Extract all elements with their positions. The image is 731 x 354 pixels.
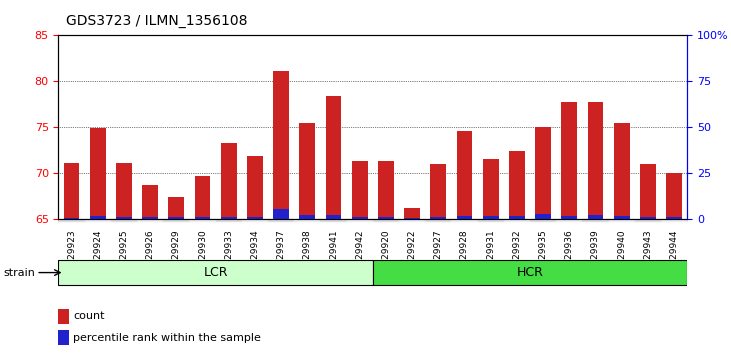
Bar [661, 219, 687, 221]
Bar [477, 219, 504, 221]
Text: count: count [73, 311, 105, 321]
Bar [111, 219, 137, 221]
Bar [168, 217, 184, 219]
Bar [194, 217, 211, 219]
Bar [300, 215, 315, 219]
Bar [85, 219, 111, 221]
FancyBboxPatch shape [373, 260, 687, 285]
Bar [666, 217, 682, 219]
Bar [325, 215, 341, 219]
Bar [378, 161, 394, 219]
Bar [561, 216, 577, 219]
Text: strain: strain [3, 268, 35, 278]
Bar [137, 219, 163, 221]
Bar [90, 129, 105, 219]
Bar [320, 219, 346, 221]
Bar [431, 164, 446, 219]
Bar [425, 219, 451, 221]
Bar [189, 219, 216, 221]
Bar [583, 219, 608, 221]
Bar [666, 172, 682, 219]
Bar [143, 185, 158, 219]
Bar [614, 216, 629, 219]
Bar [530, 219, 556, 221]
Bar [352, 217, 368, 219]
Bar [58, 330, 69, 345]
Bar [404, 207, 420, 219]
Bar [504, 219, 530, 221]
Bar [482, 159, 499, 219]
Bar [247, 217, 262, 219]
Bar [90, 216, 105, 219]
FancyBboxPatch shape [58, 260, 373, 285]
Bar [640, 164, 656, 219]
Bar [608, 219, 635, 221]
Bar [325, 96, 341, 219]
Bar [588, 102, 603, 219]
Text: GDS3723 / ILMN_1356108: GDS3723 / ILMN_1356108 [66, 14, 247, 28]
Bar [457, 131, 472, 219]
Bar [64, 218, 80, 219]
Bar [221, 143, 237, 219]
Bar [168, 198, 184, 219]
Bar [216, 219, 242, 221]
Text: LCR: LCR [203, 266, 228, 279]
Bar [116, 163, 132, 219]
Bar [378, 217, 394, 219]
Bar [535, 214, 551, 219]
Bar [58, 219, 85, 221]
Text: percentile rank within the sample: percentile rank within the sample [73, 332, 261, 343]
Bar [346, 219, 373, 221]
Bar [535, 127, 551, 219]
Bar [352, 161, 368, 219]
Bar [268, 219, 294, 221]
Bar [588, 215, 603, 219]
Bar [561, 102, 577, 219]
Bar [294, 219, 320, 221]
Bar [635, 219, 661, 221]
Bar [431, 217, 446, 219]
Bar [143, 217, 158, 219]
Bar [404, 218, 420, 219]
Text: HCR: HCR [517, 266, 543, 279]
Bar [247, 156, 262, 219]
Bar [242, 219, 268, 221]
Bar [451, 219, 477, 221]
Bar [273, 209, 289, 219]
Bar [163, 219, 189, 221]
Bar [509, 216, 525, 219]
Bar [300, 123, 315, 219]
Bar [509, 152, 525, 219]
Bar [373, 219, 399, 221]
Bar [457, 216, 472, 219]
Bar [482, 216, 499, 219]
Bar [556, 219, 583, 221]
Bar [64, 163, 80, 219]
Bar [194, 176, 211, 219]
Bar [614, 123, 629, 219]
Bar [399, 219, 425, 221]
Bar [221, 217, 237, 219]
Bar [273, 71, 289, 219]
Bar [640, 217, 656, 219]
Bar [116, 217, 132, 219]
Bar [58, 309, 69, 324]
